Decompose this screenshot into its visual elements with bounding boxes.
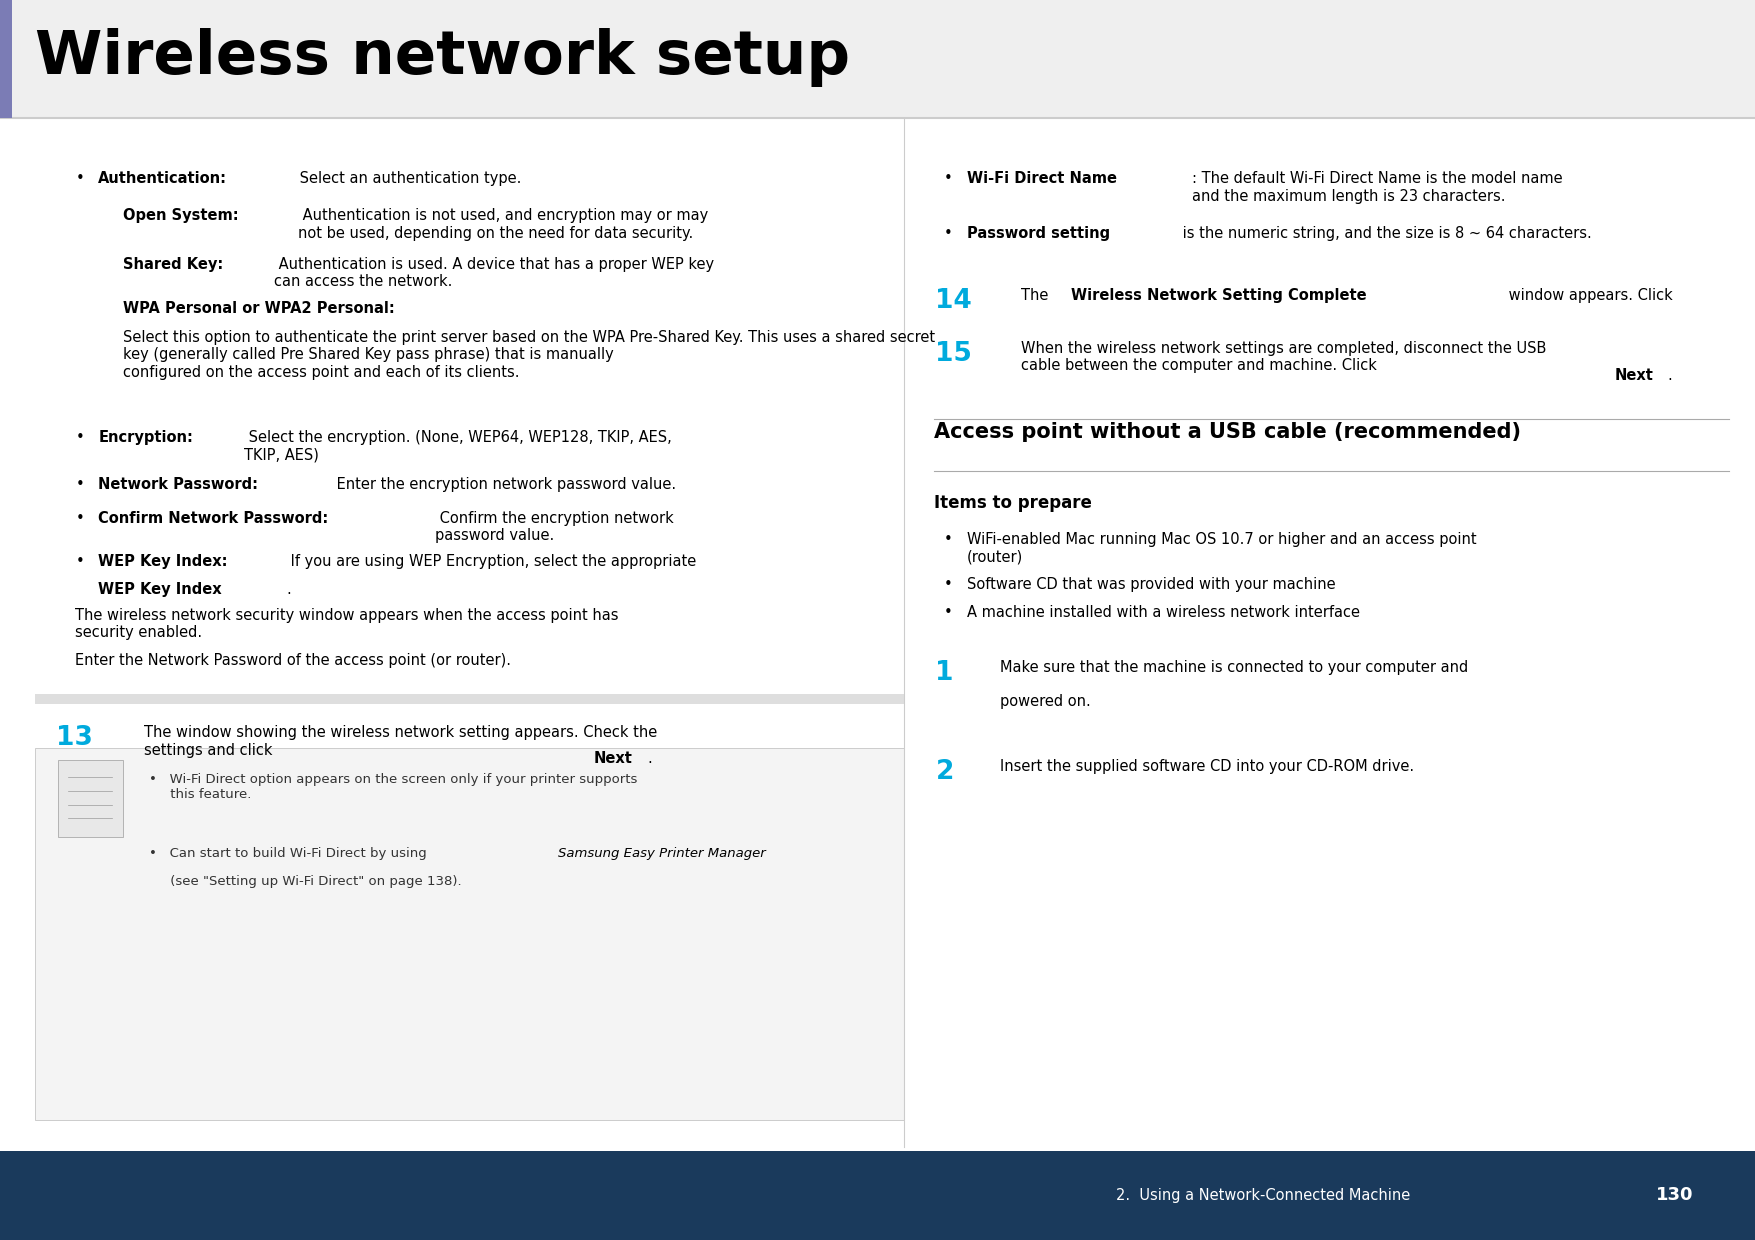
Text: Select the encryption. (None, WEP64, WEP128, TKIP, AES,
TKIP, AES): Select the encryption. (None, WEP64, WEP… — [244, 430, 672, 463]
Text: Authentication is not used, and encryption may or may
not be used, depending on : Authentication is not used, and encrypti… — [298, 208, 709, 241]
Text: •   Wi-Fi Direct option appears on the screen only if your printer supports
    : • Wi-Fi Direct option appears on the scr… — [149, 773, 637, 801]
Text: If you are using WEP Encryption, select the appropriate: If you are using WEP Encryption, select … — [286, 554, 697, 569]
FancyBboxPatch shape — [0, 1151, 1755, 1240]
Text: Authentication:: Authentication: — [98, 171, 228, 186]
Text: Authentication is used. A device that has a proper WEP key
can access the networ: Authentication is used. A device that ha… — [274, 257, 714, 289]
Text: •: • — [944, 532, 953, 547]
Text: Confirm Network Password:: Confirm Network Password: — [98, 511, 328, 526]
Text: .: . — [286, 582, 291, 596]
FancyBboxPatch shape — [0, 0, 12, 118]
FancyBboxPatch shape — [35, 694, 904, 704]
Text: •: • — [944, 226, 953, 241]
Text: Select this option to authenticate the print server based on the WPA Pre-Shared : Select this option to authenticate the p… — [123, 330, 935, 379]
Text: •: • — [75, 477, 84, 492]
Text: window appears. Click: window appears. Click — [1504, 288, 1678, 303]
Text: •: • — [944, 577, 953, 591]
Text: Select an authentication type.: Select an authentication type. — [295, 171, 521, 186]
Text: .: . — [648, 751, 653, 766]
Text: (see "Setting up Wi-Fi Direct" on page 138).: (see "Setting up Wi-Fi Direct" on page 1… — [149, 875, 462, 888]
Text: WiFi-enabled Mac running Mac OS 10.7 or higher and an access point
(router): WiFi-enabled Mac running Mac OS 10.7 or … — [967, 532, 1476, 564]
FancyBboxPatch shape — [58, 760, 123, 837]
Text: Password setting: Password setting — [967, 226, 1111, 241]
Text: When the wireless network settings are completed, disconnect the USB
cable betwe: When the wireless network settings are c… — [1021, 341, 1546, 373]
Text: Wireless network setup: Wireless network setup — [35, 27, 849, 87]
Text: Wi-Fi Direct Name: Wi-Fi Direct Name — [967, 171, 1116, 186]
Text: Next: Next — [593, 751, 632, 766]
Text: 2.  Using a Network-Connected Machine: 2. Using a Network-Connected Machine — [1116, 1188, 1411, 1203]
Text: Shared Key:: Shared Key: — [123, 257, 223, 272]
Text: •: • — [944, 171, 953, 186]
Text: The: The — [1021, 288, 1053, 303]
Text: Items to prepare: Items to prepare — [934, 494, 1092, 512]
FancyBboxPatch shape — [35, 748, 904, 1120]
Text: Enter the encryption network password value.: Enter the encryption network password va… — [332, 477, 676, 492]
Text: Enter the Network Password of the access point (or router).: Enter the Network Password of the access… — [75, 653, 511, 668]
Text: Network Password:: Network Password: — [98, 477, 258, 492]
Text: WPA Personal or WPA2 Personal:: WPA Personal or WPA2 Personal: — [123, 301, 395, 316]
Text: Samsung Easy Printer Manager: Samsung Easy Printer Manager — [558, 847, 765, 859]
Text: WEP Key Index:: WEP Key Index: — [98, 554, 228, 569]
Text: •: • — [75, 511, 84, 526]
FancyBboxPatch shape — [0, 0, 1755, 118]
Text: Make sure that the machine is connected to your computer and

powered on.: Make sure that the machine is connected … — [1000, 660, 1469, 709]
Text: .: . — [1667, 368, 1673, 383]
Text: Open System:: Open System: — [123, 208, 239, 223]
Text: •: • — [75, 171, 84, 186]
Text: A machine installed with a wireless network interface: A machine installed with a wireless netw… — [967, 605, 1360, 620]
Text: Confirm the encryption network
password value.: Confirm the encryption network password … — [435, 511, 674, 543]
Text: Next: Next — [1615, 368, 1653, 383]
Text: Access point without a USB cable (recommended): Access point without a USB cable (recomm… — [934, 422, 1520, 441]
Text: Wireless Network Setting Complete: Wireless Network Setting Complete — [1071, 288, 1365, 303]
Text: •   Can start to build Wi-Fi Direct by using: • Can start to build Wi-Fi Direct by usi… — [149, 847, 432, 859]
Text: The window showing the wireless network setting appears. Check the
settings and : The window showing the wireless network … — [144, 725, 656, 758]
Text: is the numeric string, and the size is 8 ~ 64 characters.: is the numeric string, and the size is 8… — [1178, 226, 1592, 241]
Text: Software CD that was provided with your machine: Software CD that was provided with your … — [967, 577, 1336, 591]
Text: •: • — [75, 430, 84, 445]
Text: 1: 1 — [935, 660, 955, 686]
Text: 15: 15 — [935, 341, 972, 367]
Text: : The default Wi-Fi Direct Name is the model name
and the maximum length is 23 c: : The default Wi-Fi Direct Name is the m… — [1192, 171, 1562, 203]
Text: 130: 130 — [1657, 1187, 1694, 1204]
Text: Insert the supplied software CD into your CD-ROM drive.: Insert the supplied software CD into you… — [1000, 759, 1415, 774]
Text: 13: 13 — [56, 725, 93, 751]
Text: Encryption:: Encryption: — [98, 430, 193, 445]
Text: •: • — [944, 605, 953, 620]
Text: 14: 14 — [935, 288, 972, 314]
Text: WEP Key Index: WEP Key Index — [98, 582, 221, 596]
Text: The wireless network security window appears when the access point has
security : The wireless network security window app… — [75, 608, 620, 640]
Text: •: • — [75, 554, 84, 569]
Text: 2: 2 — [935, 759, 953, 785]
